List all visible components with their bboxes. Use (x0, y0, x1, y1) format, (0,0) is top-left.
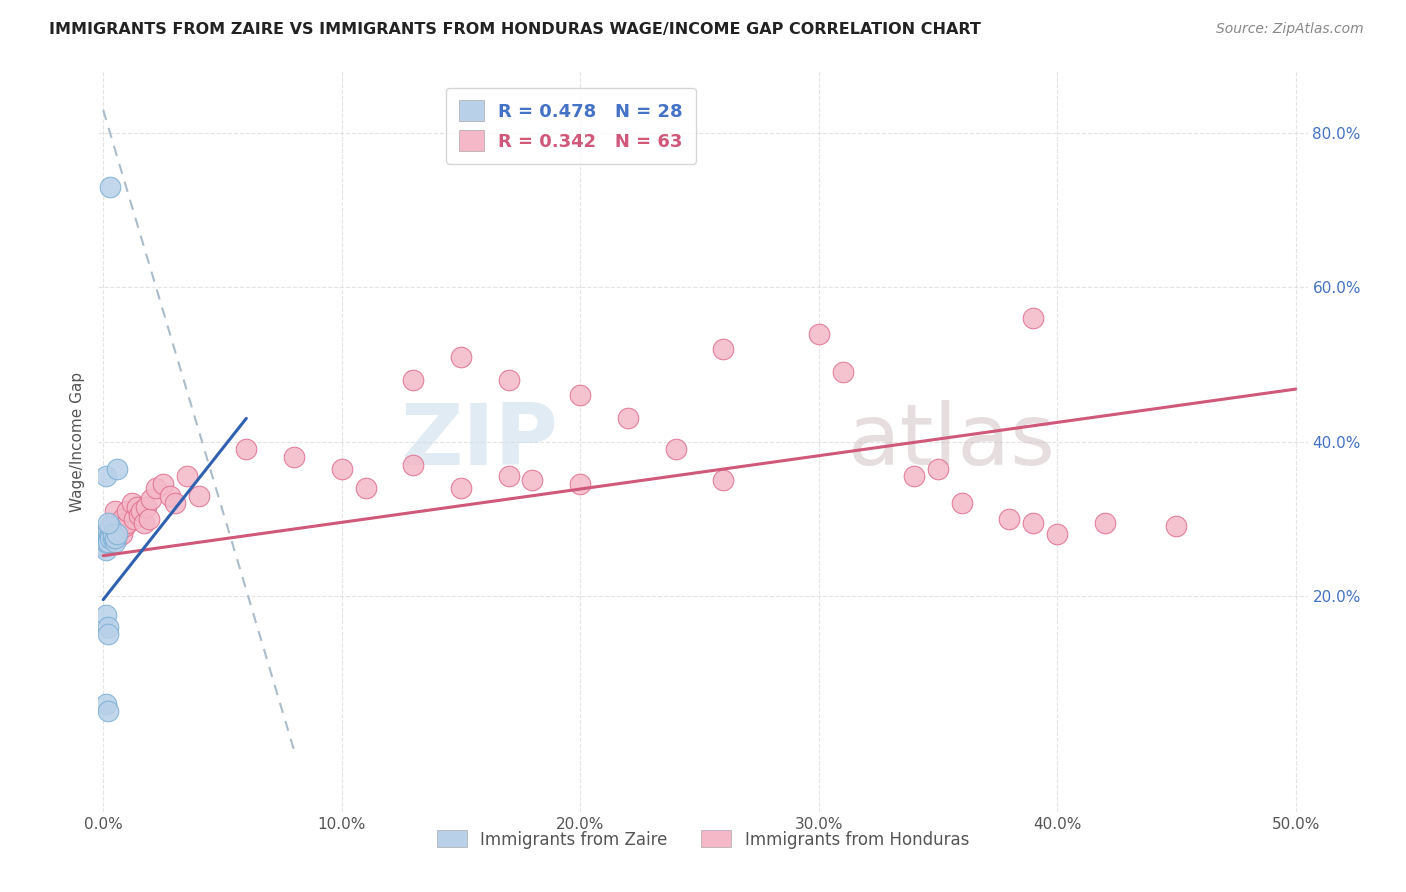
Point (807, 326, 830, 341)
Point (1166, 519, 1188, 533)
Point (115, 516, 138, 530)
Point (187, 489, 209, 503)
Point (114, 519, 136, 533)
Point (950, 496, 973, 510)
Point (108, 523, 131, 537)
Point (101, 531, 124, 545)
Point (330, 461, 353, 475)
Point (1046, 527, 1069, 541)
Point (927, 461, 949, 475)
Point (101, 519, 124, 533)
Point (91, 534, 114, 549)
Point (498, 373, 520, 387)
Point (617, 411, 640, 425)
Point (138, 511, 160, 525)
Point (98, 523, 121, 537)
Point (135, 500, 157, 514)
Point (145, 481, 167, 495)
Point (152, 477, 174, 491)
Point (903, 469, 925, 483)
Point (831, 365, 853, 379)
Point (176, 469, 198, 483)
Point (97, 627, 120, 641)
Point (94, 539, 117, 553)
Point (107, 461, 129, 475)
Point (139, 492, 162, 507)
Point (664, 442, 686, 457)
Point (98, 180, 121, 194)
Point (97, 619, 120, 633)
Point (97, 534, 120, 549)
Point (1094, 516, 1116, 530)
Point (132, 516, 155, 530)
Point (94, 527, 117, 541)
Point (97, 527, 120, 541)
Point (104, 534, 127, 549)
Point (104, 531, 127, 545)
Point (94, 608, 117, 623)
Point (131, 504, 153, 518)
Point (91, 534, 114, 549)
Point (283, 450, 305, 464)
Text: Source: ZipAtlas.com: Source: ZipAtlas.com (1216, 22, 1364, 37)
Point (101, 527, 124, 541)
Point (402, 373, 425, 387)
Text: ZIP: ZIP (401, 400, 558, 483)
Point (122, 511, 145, 525)
Point (111, 511, 134, 525)
Point (94, 531, 117, 545)
Point (1022, 311, 1045, 326)
Point (711, 342, 734, 356)
Point (97, 523, 120, 537)
Point (94, 697, 117, 711)
Point (91, 539, 114, 553)
Point (97, 523, 120, 537)
Point (98, 531, 121, 545)
Point (97, 705, 120, 719)
Point (107, 531, 129, 545)
Point (98, 527, 121, 541)
Point (107, 523, 129, 537)
Point (98, 527, 121, 541)
Point (115, 504, 138, 518)
Point (94, 527, 117, 541)
Point (569, 388, 592, 402)
Point (235, 442, 257, 457)
Point (1022, 516, 1045, 530)
Point (97, 516, 120, 530)
Point (125, 500, 148, 514)
Point (107, 527, 129, 541)
Point (94, 531, 117, 545)
Point (711, 473, 734, 487)
Y-axis label: Wage/Income Gap: Wage/Income Gap (70, 371, 86, 512)
Point (128, 508, 150, 522)
Point (104, 504, 127, 518)
Point (97, 534, 120, 549)
Point (104, 527, 127, 541)
Point (121, 496, 143, 510)
Point (159, 489, 181, 503)
Point (450, 350, 472, 364)
Point (498, 469, 520, 483)
Point (94, 542, 117, 557)
Point (101, 531, 124, 545)
Point (450, 481, 472, 495)
Point (94, 469, 117, 483)
Point (108, 516, 131, 530)
Point (94, 534, 117, 549)
Point (97, 531, 120, 545)
Point (569, 477, 592, 491)
Point (522, 473, 544, 487)
Point (998, 511, 1021, 525)
Point (354, 481, 377, 495)
Point (98, 519, 121, 533)
Text: atlas: atlas (848, 400, 1056, 483)
Point (402, 458, 425, 472)
Legend: Immigrants from Zaire, Immigrants from Honduras: Immigrants from Zaire, Immigrants from H… (430, 823, 976, 855)
Point (111, 527, 134, 541)
Text: IMMIGRANTS FROM ZAIRE VS IMMIGRANTS FROM HONDURAS WAGE/INCOME GAP CORRELATION CH: IMMIGRANTS FROM ZAIRE VS IMMIGRANTS FROM… (49, 22, 981, 37)
Point (163, 496, 186, 510)
